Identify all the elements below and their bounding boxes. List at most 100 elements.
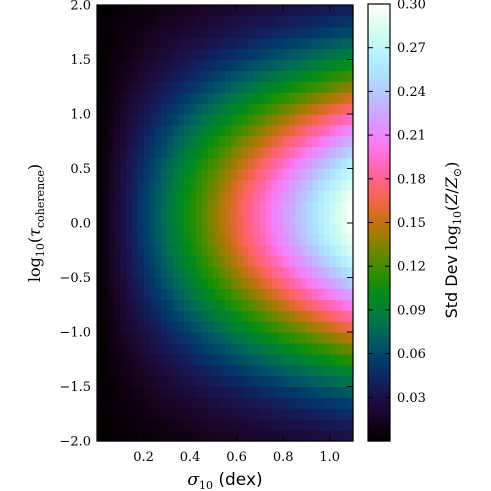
heatmap-cell (265, 310, 273, 322)
heatmap-cell (265, 266, 273, 279)
heatmap-cell (306, 212, 313, 224)
heatmap-cell (254, 386, 261, 398)
heatmap-cell (242, 408, 249, 420)
heatmap-cell (190, 342, 197, 355)
heatmap-cell (329, 419, 337, 431)
heatmap-cell (271, 103, 278, 115)
heatmap-cell (277, 5, 284, 17)
heatmap-cell (271, 244, 278, 257)
heatmap-cell (294, 15, 302, 28)
heatmap-cell (294, 70, 302, 82)
heatmap-cell (341, 386, 348, 398)
heatmap-cell (277, 37, 284, 50)
heatmap-cell (161, 375, 168, 388)
heatmap-cell (341, 201, 348, 213)
heatmap-cell (108, 81, 116, 93)
heatmap-cell (283, 81, 290, 93)
heatmap-cell (114, 48, 121, 61)
heatmap-cell (172, 321, 180, 333)
heatmap-cell (341, 364, 348, 377)
heatmap-cell (219, 212, 226, 224)
heatmap-cell (137, 146, 145, 159)
heatmap-cell (254, 103, 261, 115)
colorbar-segment (368, 62, 390, 67)
heatmap-cell (143, 201, 150, 213)
heatmap-cell (341, 332, 348, 344)
heatmap-cell (195, 386, 203, 398)
heatmap-cell (230, 135, 238, 148)
heatmap-cell (283, 266, 290, 279)
heatmap-cell (225, 375, 232, 388)
heatmap-cell (289, 342, 296, 355)
heatmap-cell (300, 277, 308, 289)
heatmap-cell (306, 114, 313, 126)
heatmap-cell (137, 299, 145, 311)
heatmap-cell (248, 310, 255, 322)
heatmap-cell (108, 364, 116, 377)
heatmap-cell (137, 408, 145, 420)
heatmap-cell (323, 364, 331, 377)
heatmap-cell (166, 321, 174, 333)
colorbar-segment (368, 47, 390, 52)
heatmap-cell (143, 70, 150, 82)
heatmap-cell (126, 15, 133, 28)
heatmap-cell (306, 135, 313, 148)
heatmap-cell (323, 375, 331, 388)
heatmap-cell (161, 233, 168, 246)
heatmap-cell (294, 223, 302, 235)
heatmap-cell (265, 321, 273, 333)
heatmap-cell (143, 408, 150, 420)
colorbar-segment (368, 116, 390, 122)
colorbar-segment (368, 204, 390, 209)
heatmap-cell (347, 135, 354, 148)
heatmap-cell (277, 364, 284, 377)
heatmap-cell (213, 244, 220, 257)
heatmap-cell (219, 48, 226, 61)
heatmap-cell (178, 146, 185, 159)
heatmap-cell (97, 408, 104, 420)
heatmap-cell (166, 233, 174, 246)
heatmap-cell (283, 124, 290, 137)
heatmap-cell (120, 223, 127, 235)
heatmap-cell (242, 321, 249, 333)
heatmap-cell (114, 223, 121, 235)
heatmap-cell (347, 48, 354, 61)
heatmap-cell (149, 342, 156, 355)
heatmap-cell (137, 70, 145, 82)
heatmap-cell (161, 5, 168, 17)
heatmap-cell (149, 48, 156, 61)
heatmap-cell (102, 342, 110, 355)
heatmap-cell (306, 321, 313, 333)
heatmap-cell (166, 157, 174, 170)
heatmap-cell (277, 103, 284, 115)
heatmap-cell (236, 146, 244, 159)
heatmap-cell (329, 124, 337, 137)
heatmap-cell (283, 277, 290, 289)
heatmap-cell (271, 146, 278, 159)
heatmap-cell (155, 135, 162, 148)
heatmap-cell (289, 321, 296, 333)
heatmap-cell (149, 364, 156, 377)
heatmap-cell (254, 364, 261, 377)
heatmap-cell (190, 114, 197, 126)
heatmap-cell (335, 48, 342, 61)
heatmap-cell (207, 114, 214, 126)
heatmap-cell (300, 70, 308, 82)
heatmap-cell (300, 15, 308, 28)
heatmap-cell (149, 59, 156, 71)
heatmap-cell (190, 255, 197, 268)
y-tick-label: −1.0 (59, 326, 91, 341)
heatmap-cell (341, 114, 348, 126)
heatmap-cell (149, 81, 156, 93)
heatmap-cell (329, 135, 337, 148)
heatmap-cell (213, 332, 220, 344)
heatmap-cell (114, 157, 121, 170)
heatmap-cell (225, 201, 232, 213)
heatmap-cell (201, 353, 209, 366)
heatmap-cell (265, 353, 273, 366)
heatmap-cell (97, 103, 104, 115)
heatmap-cell (166, 26, 174, 39)
heatmap-cell (300, 59, 308, 71)
heatmap-cell (102, 103, 110, 115)
heatmap-cell (219, 397, 226, 409)
